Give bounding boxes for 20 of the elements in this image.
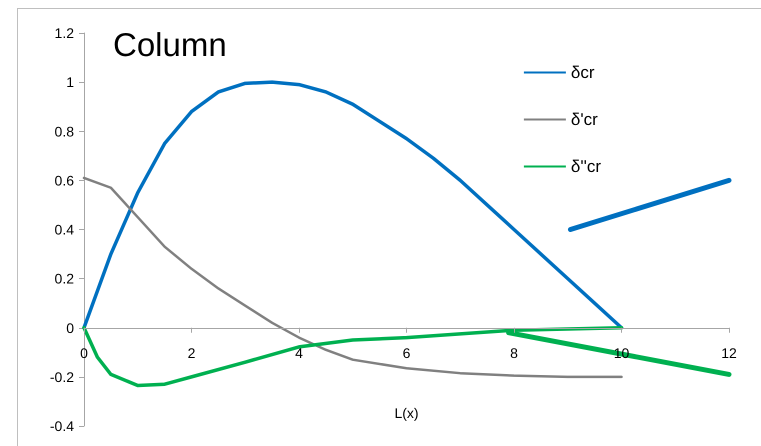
x-tick-label: 8 <box>510 344 518 361</box>
x-tick-label: 12 <box>721 344 737 361</box>
y-tick-label: 0 <box>66 320 74 336</box>
legend-label: δcr <box>570 63 595 82</box>
legend-label: δ'cr <box>570 110 598 129</box>
x-tick-label: 2 <box>188 344 196 361</box>
y-tick-label: 0.6 <box>54 172 74 188</box>
y-tick-label: -0.4 <box>50 418 74 434</box>
y-tick-label: 1.2 <box>54 25 74 41</box>
chart-title: Column <box>113 26 227 63</box>
y-tick-label: 0.4 <box>54 222 74 238</box>
y-tick-label: 0.2 <box>54 270 74 287</box>
x-tick-label: 6 <box>402 344 411 361</box>
x-axis-title: L(x) <box>394 405 419 421</box>
x-tick-label: 4 <box>295 344 304 361</box>
x-tick-label: 0 <box>80 344 88 361</box>
y-tick-label: -0.2 <box>50 368 74 385</box>
y-tick-label: 1 <box>66 74 74 90</box>
legend-label: δ''cr <box>570 157 602 176</box>
y-tick-label: 0.8 <box>54 123 74 140</box>
